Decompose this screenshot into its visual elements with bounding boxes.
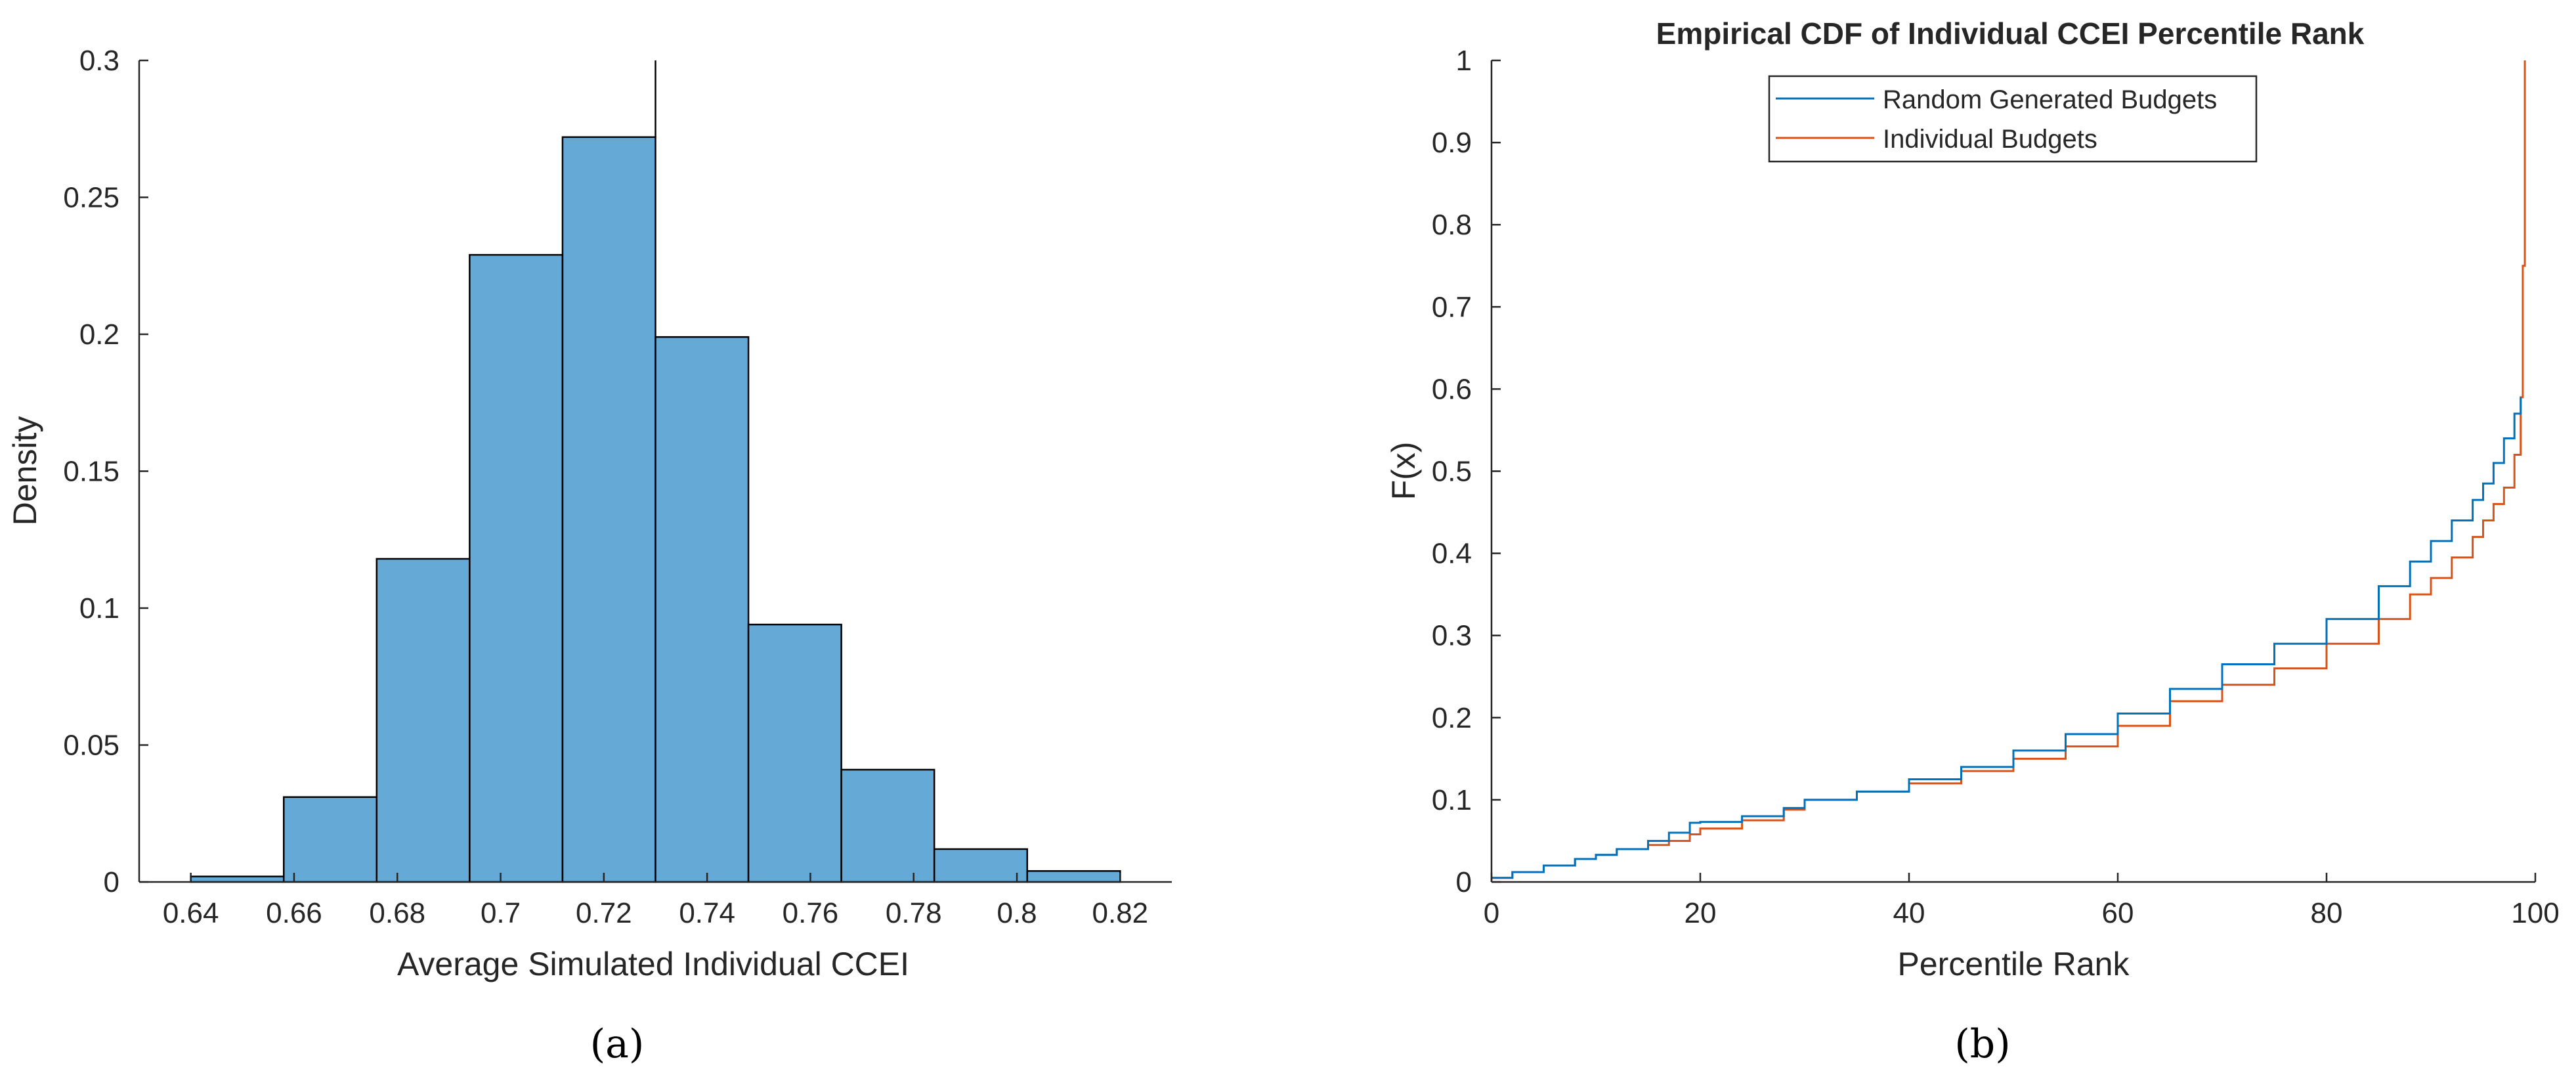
legend-box [1768, 75, 2258, 163]
y-tick-label: 0.2 [79, 319, 119, 351]
histogram-bar-3 [469, 253, 564, 883]
y-tick-label: 0.6 [1432, 373, 1472, 405]
y-tick-label: 0.9 [1432, 127, 1472, 159]
x-tick-label: 100 [2511, 897, 2559, 929]
y-tick-label: 0 [104, 866, 119, 898]
x-tick-label: 40 [1893, 897, 1925, 929]
x-axis-label: Average Simulated Individual CCEI [397, 946, 909, 982]
x-tick-label: 0.7 [481, 897, 521, 929]
histogram-bar-5 [655, 336, 750, 883]
histogram-bar-8 [933, 848, 1029, 883]
histogram-bar-2 [376, 558, 471, 883]
x-tick-label: 0.8 [997, 897, 1037, 929]
legend: Random Generated Budgets Individual Budg… [1768, 75, 2258, 163]
x-tick-label: 0.78 [886, 897, 942, 929]
panel-label-b: (b) [1954, 1021, 2010, 1067]
y-ticks: 0 0.05 0.1 0.15 0.2 0.25 0.3 [63, 45, 148, 898]
x-tick-label: 80 [2311, 897, 2343, 929]
y-tick-label: 0.2 [1432, 702, 1472, 734]
y-tick-label: 0.25 [63, 182, 119, 214]
x-tick-label: 0.68 [369, 897, 425, 929]
x-tick-label: 20 [1685, 897, 1717, 929]
x-tick-label: 0.82 [1092, 897, 1149, 929]
y-tick-label: 0.4 [1432, 538, 1472, 570]
cdf-panel: 0 20 40 60 80 100 0 0.1 0.2 0.3 0.4 0.5 0.6 0.7 0.8 0.… [1385, 16, 2560, 1067]
histogram-bar-6 [747, 623, 842, 883]
series-random-generated-budgets [1492, 397, 2522, 879]
y-tick-label: 0.8 [1432, 209, 1472, 241]
histogram-panel: 0.64 0.66 0.68 0.7 0.72 0.74 0.76 0.78 0.8 0.82 0… [7, 45, 1172, 1067]
histogram-bar-7 [840, 768, 935, 883]
y-tick-label: 0.5 [1432, 456, 1472, 488]
histogram-bar-9 [1026, 870, 1121, 883]
y-tick-label: 0.3 [79, 45, 119, 77]
x-tick-label: 0.72 [576, 897, 632, 929]
y-ticks: 0 0.1 0.2 0.3 0.4 0.5 0.6 0.7 0.8 0.9 1 [1432, 45, 1501, 898]
x-tick-label: 0 [1484, 897, 1499, 929]
cdf-series [1492, 60, 2526, 879]
y-tick-label: 1 [1456, 45, 1472, 77]
y-axis-label: Density [7, 416, 43, 526]
x-tick-label: 0.76 [783, 897, 839, 929]
x-tick-label: 0.74 [679, 897, 735, 929]
x-tick-label: 0.64 [163, 897, 219, 929]
series-individual-budgets [1492, 60, 2526, 879]
legend-label-random: Random Generated Budgets [1883, 85, 2217, 114]
y-tick-label: 0.15 [63, 456, 119, 488]
y-tick-label: 0 [1456, 866, 1472, 898]
x-tick-label: 0.66 [266, 897, 322, 929]
y-tick-label: 0.1 [79, 592, 119, 625]
y-tick-label: 0.3 [1432, 620, 1472, 652]
panel-label-a: (a) [590, 1021, 645, 1067]
x-ticks: 0 20 40 60 80 100 [1484, 873, 2560, 929]
histogram-bars [190, 136, 1121, 883]
x-axis-label: Percentile Rank [1898, 946, 2130, 982]
x-ticks: 0.64 0.66 0.68 0.7 0.72 0.74 0.76 0.78 0.8 0.82 [163, 873, 1148, 929]
histogram-bar-1 [282, 796, 378, 883]
legend-label-individual: Individual Budgets [1883, 125, 2097, 154]
y-tick-label: 0.1 [1432, 784, 1472, 816]
y-tick-label: 0.05 [63, 730, 119, 762]
chart-title: Empirical CDF of Individual CCEI Percent… [1656, 16, 2365, 51]
histogram-bar-4 [561, 136, 656, 883]
y-axis-label: F(x) [1385, 442, 1422, 500]
x-tick-label: 60 [2102, 897, 2134, 929]
y-tick-label: 0.7 [1432, 291, 1472, 323]
histogram-bar-0 [190, 875, 285, 883]
